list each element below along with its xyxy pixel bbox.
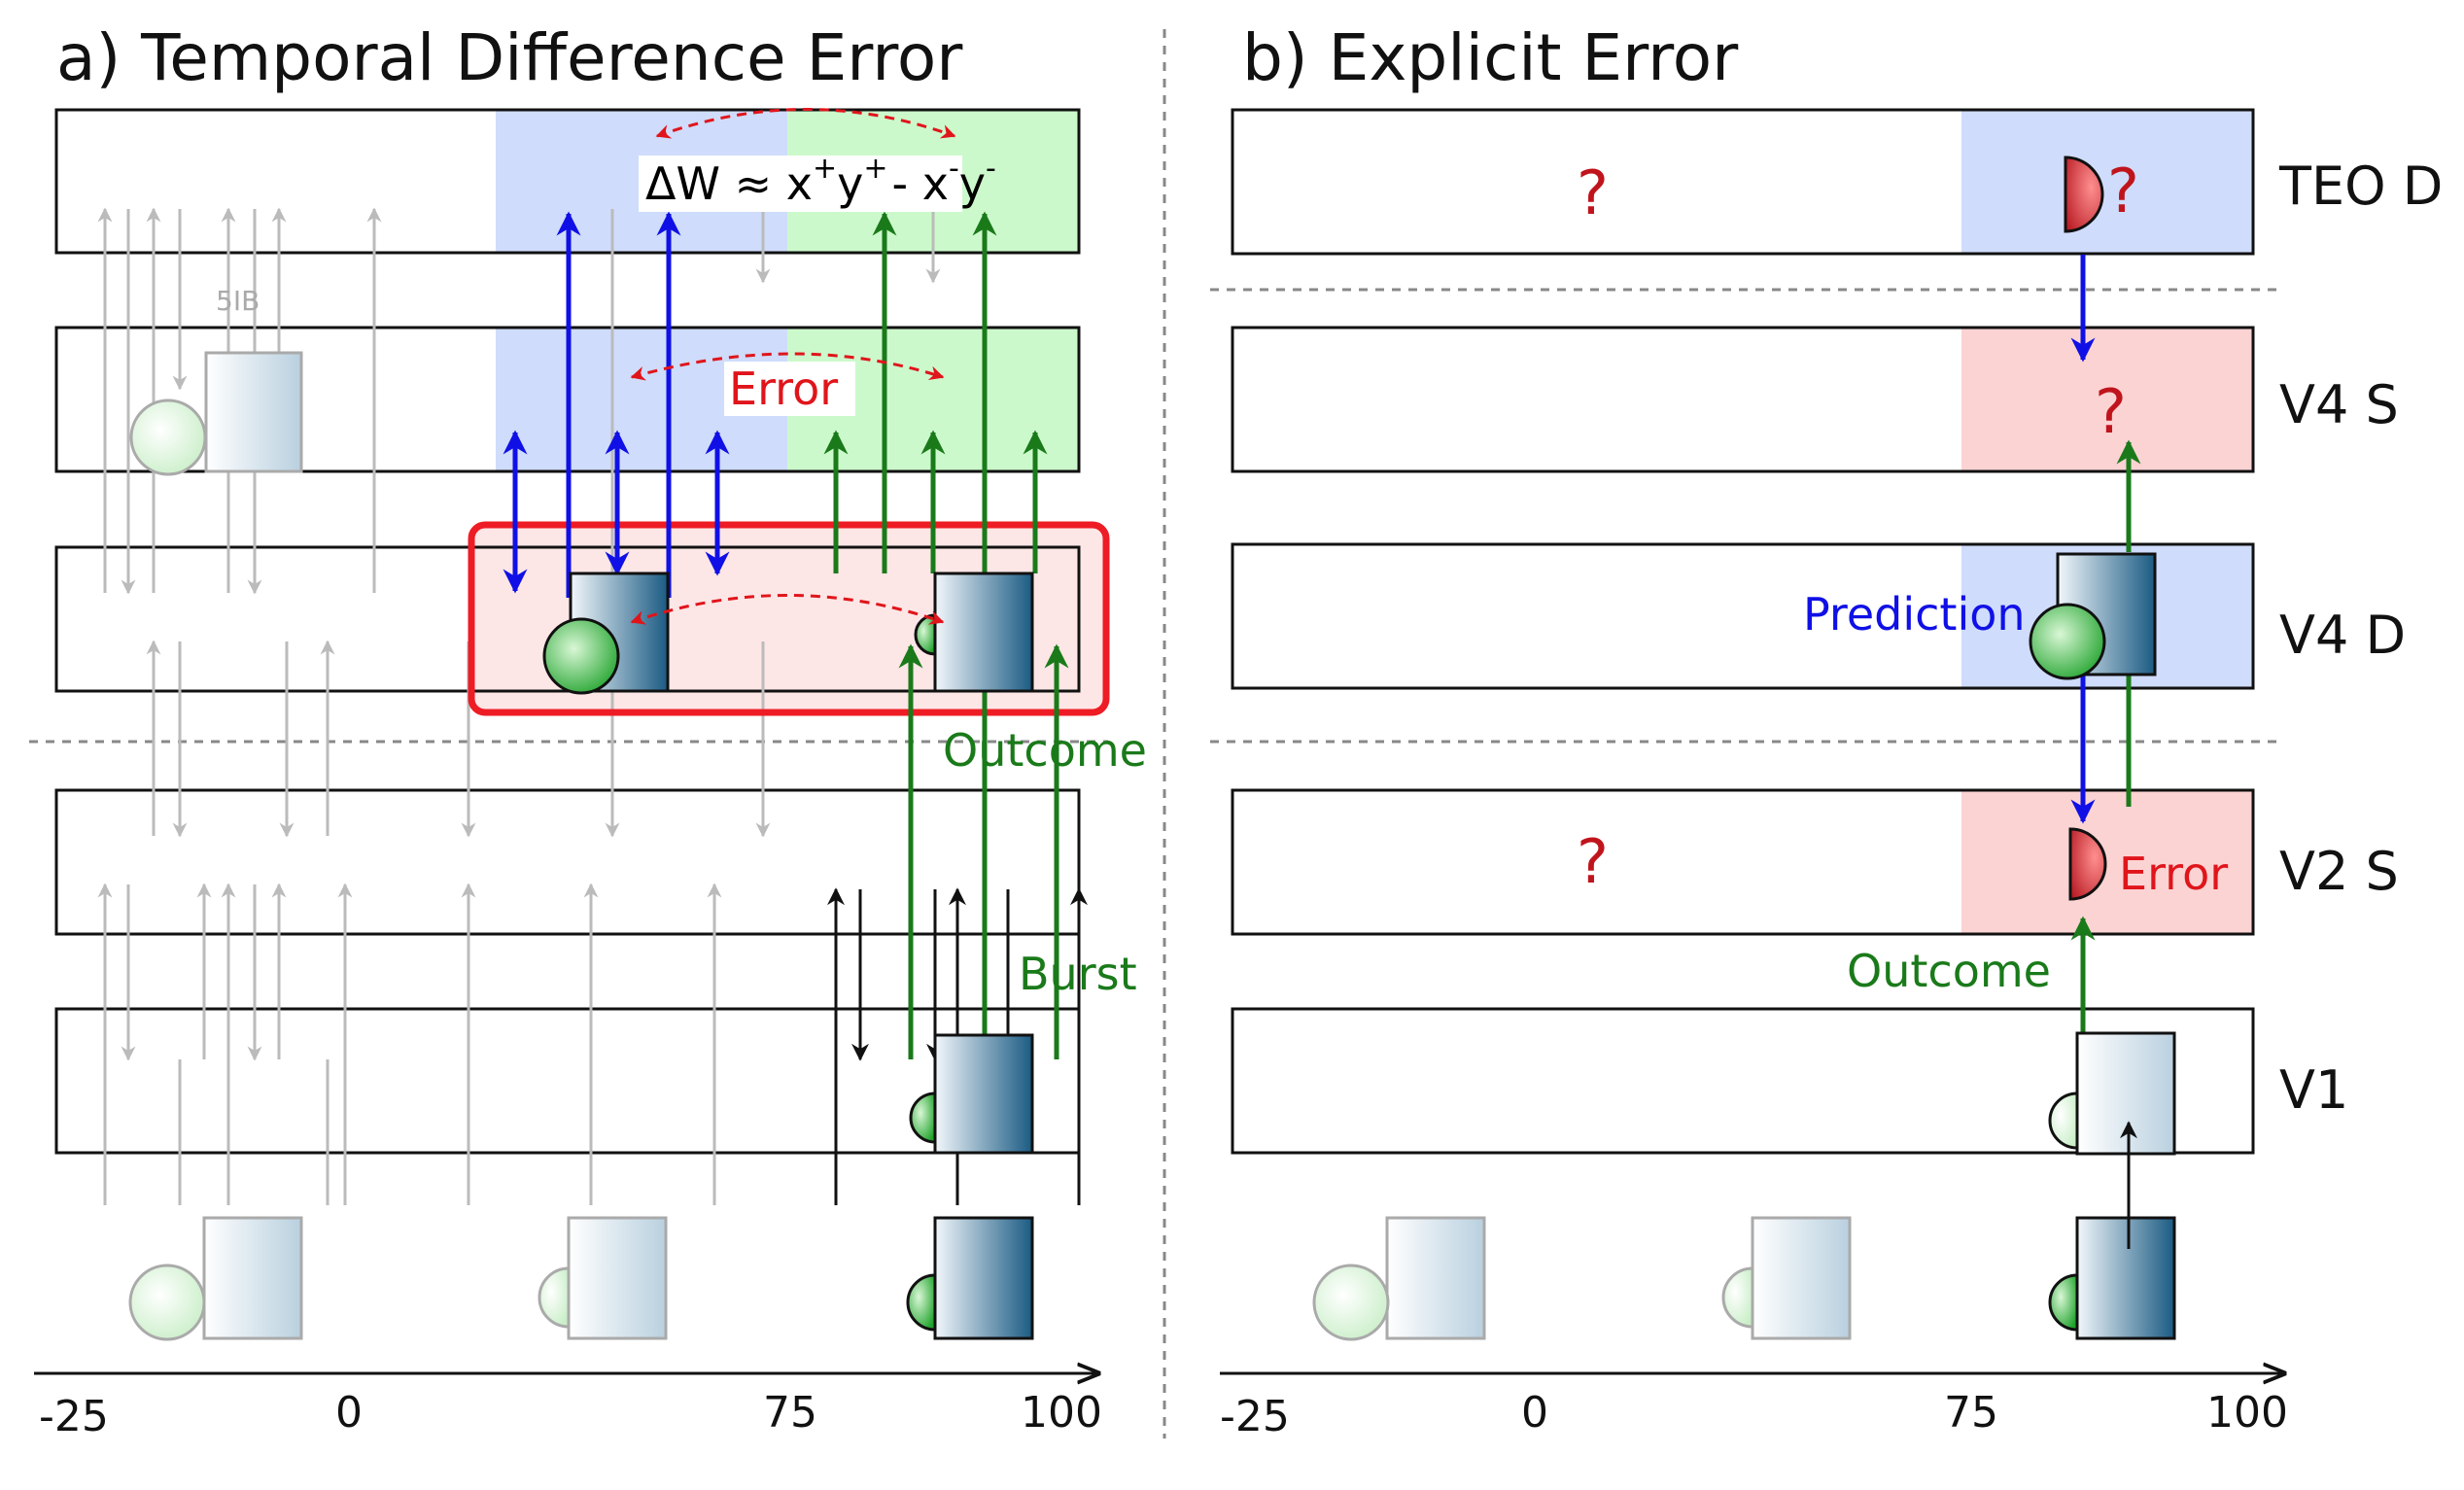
v2s-layer-box [1231,788,2255,936]
neuron-body-late [933,572,1034,693]
layer-box-4 [54,788,1081,936]
panel-b-tick-4: 100 [2206,1388,2288,1438]
bottom-neuron-body-3 [933,1216,1034,1340]
svg-text:ΔW ≈ x+y+- x-y-: ΔW ≈ x+y+- x-y- [645,152,996,210]
gray-arrows [97,207,941,1205]
panel-a-outcome-label: Outcome [943,724,1147,777]
formula-sup1: + [813,152,837,186]
formula-mid2: y [959,157,986,210]
panel-a-tick-3: 75 [763,1388,817,1438]
teo-layer-box [1231,108,2255,256]
learning-rule-formula: ΔW ≈ x+y+- x-y- [645,152,996,210]
bottom-faint-body-1 [202,1216,303,1340]
panel-b-title: b) Explicit Error [1242,20,1739,95]
layer-label-v1: V1 [2279,1059,2348,1121]
v4d-neuron-soma [2029,603,2106,680]
formula-mid1: y [837,157,863,210]
green-arrows [823,211,1069,1059]
panel-b-tick-1: -25 [1220,1392,1290,1441]
v1-layer-box [1231,1007,2255,1155]
formula-minus: - x [891,157,948,210]
v1b-neuron-body [2075,1031,2176,1156]
v4s-question: ? [2095,376,2127,447]
b-bottom-faint-body-1 [1385,1216,1486,1340]
formula-prefix: ΔW ≈ x [645,157,813,210]
bottom-neuron-soma-3 [906,1273,937,1332]
b-bottom-faint-body-2 [1751,1216,1852,1340]
v1-neuron-body [933,1033,1034,1155]
panel-a-error-label: Error [729,363,838,415]
v2s-question: ? [1577,826,1609,897]
teo-question-left: ? [1577,157,1609,228]
v2s-error-neuron [2068,827,2107,901]
panel-a-tick-1: -25 [39,1392,109,1441]
teo-error-neuron [2064,156,2104,233]
panel-a: a) Temporal Difference Error [29,20,1147,1441]
teo-blue-region [1961,110,2253,254]
layer-label-v4-s: V4 S [2279,374,2399,435]
neuron-soma-early [542,617,620,695]
layer-label-v2-s: V2 S [2279,841,2399,902]
blue-arrows [503,211,730,598]
b-bottom-faint-soma-2 [1721,1266,1754,1329]
v2s-pink-region [1961,790,2253,934]
layer-label-teo-d: TEO D [2278,156,2443,217]
error-label-backdrop [724,362,855,416]
panel-b-tick-2: 0 [1521,1388,1548,1438]
b-bottom-neuron-body-3 [2075,1216,2176,1340]
panel-a-title: a) Temporal Difference Error [56,20,963,95]
teo-question-right: ? [2107,156,2139,226]
v4d-layer-box [1231,542,2255,690]
formula-sup4: - [986,152,996,186]
panel-b-outcome-label: Outcome [1847,945,2051,997]
layer-label-v4-d: V4 D [2279,605,2406,666]
panel-b-tick-3: 75 [1944,1388,1998,1438]
error-dashed-arrows [630,108,956,625]
b-bottom-faint-soma-1 [1312,1264,1390,1341]
formula-sup3: - [949,152,959,186]
panel-a-burst-label: Burst [1019,948,1137,1000]
panel-a-tick-2: 0 [335,1388,363,1438]
bottom-faint-soma-1 [128,1264,206,1341]
panel-a-tick-4: 100 [1021,1388,1102,1438]
faint-label: 5IB [216,285,260,317]
v1b-neuron-soma [2048,1092,2079,1150]
bottom-faint-soma-2 [538,1266,571,1329]
v1-neuron-soma [909,1092,937,1144]
prediction-label: Prediction [1803,588,2026,641]
v4s-layer-box [1231,326,2255,473]
panel-b-error-label: Error [2119,848,2228,900]
faint-neuron-soma [129,398,207,476]
faint-neuron-body [204,351,303,473]
v4s-pink-region [1961,328,2253,471]
plasticity-frame [468,521,1110,716]
panel-b: b) Explicit Error TEO D V4 S V4 D V2 S V… [1210,20,2443,1441]
formula-sup2: + [863,152,887,186]
b-bottom-neuron-soma-3 [2048,1273,2079,1332]
formula-backdrop [639,156,962,212]
bottom-faint-body-2 [567,1216,668,1340]
